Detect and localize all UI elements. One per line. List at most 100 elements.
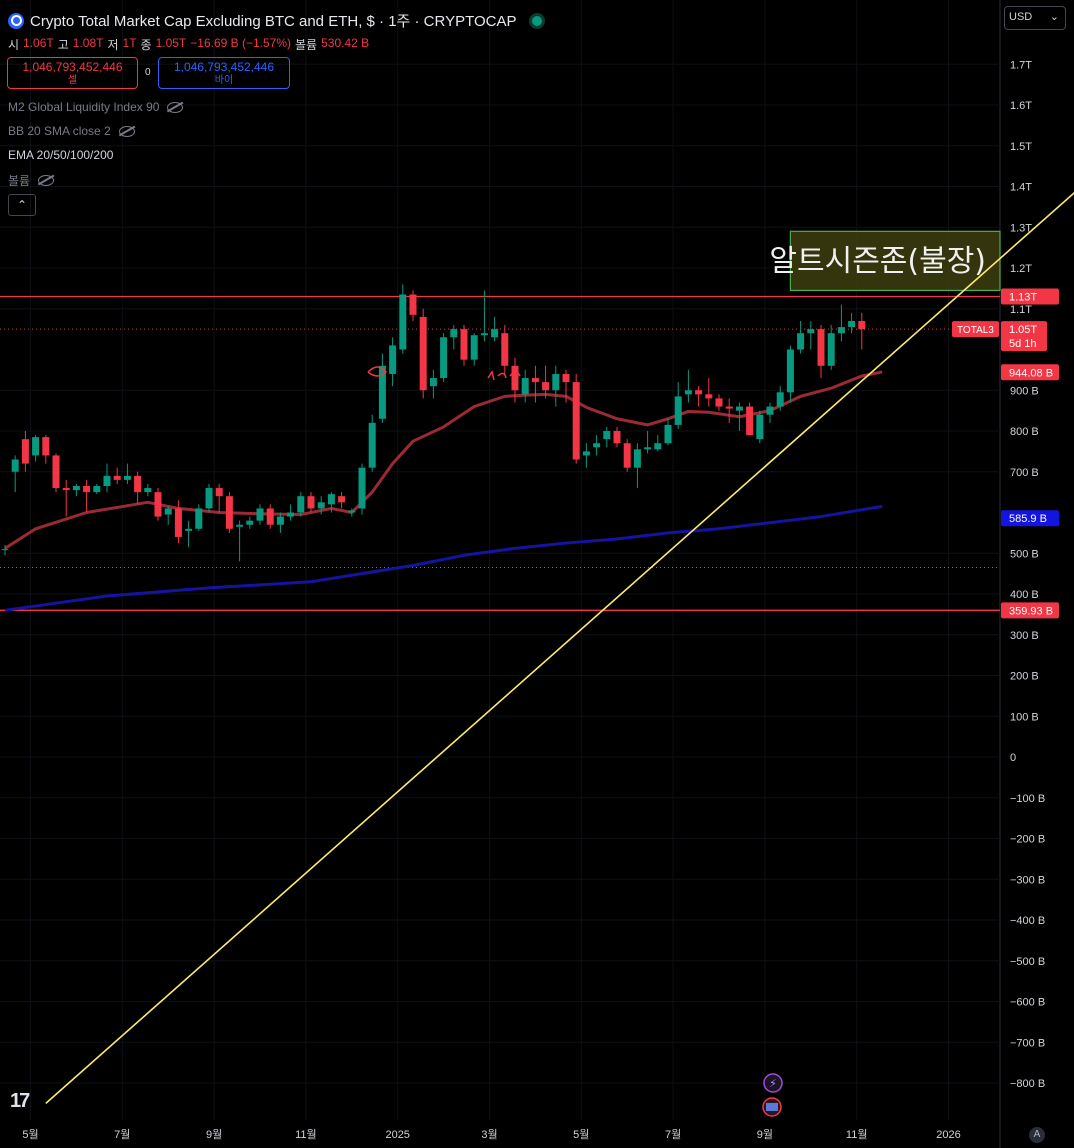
- candle-body: [633, 449, 641, 468]
- candle-body: [307, 496, 315, 509]
- open-label: 시: [8, 38, 20, 52]
- candle-body: [735, 406, 743, 411]
- indicator-ema-label: EMA 20/50/100/200: [8, 148, 114, 162]
- candle-body: [797, 333, 805, 350]
- chart-title[interactable]: Crypto Total Market Cap Excluding BTC an…: [30, 13, 517, 30]
- current-price-label: 1.05T: [1009, 324, 1037, 336]
- grid: [0, 0, 1000, 1120]
- candle-body: [521, 378, 529, 395]
- candle-body: [399, 294, 407, 350]
- candle-body: [236, 524, 244, 527]
- x-tick-label: 5월: [573, 1128, 589, 1141]
- eye-hidden-icon[interactable]: [118, 125, 135, 137]
- collapse-legend-button[interactable]: ⌃: [8, 194, 36, 216]
- candle-body: [1, 549, 9, 551]
- low-value: 1T: [122, 36, 137, 50]
- y-tick-label: −600 B: [1010, 997, 1045, 1009]
- candle-body: [684, 390, 692, 395]
- candle-body: [715, 398, 723, 407]
- y-tick-label: 700 B: [1010, 467, 1039, 479]
- candle-body: [266, 508, 274, 525]
- candle-body: [531, 378, 539, 383]
- y-tick-label: −700 B: [1010, 1037, 1045, 1049]
- indicator-volume[interactable]: 볼륨: [8, 172, 55, 189]
- eye-hidden-icon[interactable]: [38, 175, 55, 186]
- candle-body: [582, 451, 590, 456]
- buy-label: 바이: [214, 75, 234, 86]
- candle-body: [174, 508, 182, 537]
- price-tag-label: 1.13T: [1009, 292, 1037, 304]
- tradingview-logo-icon[interactable]: 17: [10, 1090, 30, 1112]
- indicator-m2-label: M2 Global Liquidity Index 90: [8, 100, 160, 114]
- candle-body: [786, 349, 794, 393]
- x-tick-label: 2026: [936, 1129, 960, 1141]
- candle-body: [542, 382, 550, 391]
- candle-body: [593, 443, 601, 448]
- y-tick-label: 1.4T: [1010, 182, 1032, 194]
- candle-body: [613, 431, 621, 444]
- y-tick-label: −300 B: [1010, 874, 1045, 886]
- altseason-zone-label: 알트시즌존(불장): [769, 244, 986, 279]
- candle-body: [470, 335, 478, 360]
- candle-body: [429, 378, 437, 387]
- candle-body: [450, 329, 458, 338]
- candle-body: [338, 496, 346, 503]
- indicator-m2[interactable]: M2 Global Liquidity Index 90: [8, 100, 184, 114]
- y-tick-label: 900 B: [1010, 385, 1039, 397]
- currency-select[interactable]: USD ⌄: [1004, 6, 1066, 30]
- eye-hidden-icon[interactable]: [167, 101, 184, 113]
- candle-body: [480, 333, 488, 336]
- y-tick-label: −100 B: [1010, 793, 1045, 805]
- candle-body: [317, 502, 325, 509]
- candle-body: [72, 486, 80, 491]
- price-tag-box: [1001, 288, 1059, 305]
- candle-body: [225, 496, 233, 529]
- candle-body: [654, 443, 662, 450]
- candle-body: [807, 329, 815, 334]
- price-tag-box: [1001, 364, 1059, 381]
- candle-body: [776, 392, 784, 407]
- indicator-volume-label: 볼륨: [8, 174, 31, 188]
- market-status-icon[interactable]: [532, 15, 543, 26]
- candle-body: [572, 382, 580, 460]
- us-flag-glyph: [766, 1103, 778, 1111]
- indicator-ema[interactable]: EMA 20/50/100/200: [8, 148, 113, 162]
- symbol-tag-label: TOTAL3: [957, 325, 994, 336]
- trendline: [45, 191, 1074, 1104]
- y-tick-label: 1.5T: [1010, 141, 1032, 153]
- candle-body: [93, 486, 101, 493]
- sell-button[interactable]: 1,046,793,452,446 셀: [7, 57, 138, 89]
- close-label: 종: [140, 38, 152, 52]
- lightning-event-icon: [763, 1073, 783, 1093]
- candle-body: [276, 516, 284, 525]
- sell-label: 셀: [67, 75, 78, 86]
- candle-body: [705, 394, 713, 399]
- y-tick-label: −500 B: [1010, 956, 1045, 968]
- annotation-doodle: [367, 366, 388, 377]
- price-tag-label: 585.9 B: [1009, 513, 1047, 525]
- indicator-bb[interactable]: BB 20 SMA close 2: [8, 124, 135, 138]
- candle-body: [134, 475, 142, 493]
- y-axis-labels: 1.7T 1.6T 1.5T 1.4T 1.3T 1.2T 1.1T 900 B 800 B 70…: [1010, 59, 1045, 1090]
- altseason-zone: [789, 230, 1001, 292]
- y-tick-label: 0: [1010, 752, 1016, 764]
- candle-body: [42, 437, 50, 456]
- y-tick-label: −200 B: [1010, 834, 1045, 846]
- candle-body: [725, 406, 733, 409]
- candle-body: [674, 396, 682, 425]
- auto-scale-button[interactable]: A: [1029, 1127, 1045, 1143]
- symbol-header: Crypto Total Market Cap Excluding BTC an…: [8, 10, 543, 31]
- candle-body: [562, 373, 570, 383]
- candle-body: [62, 488, 70, 491]
- candle-body: [848, 320, 856, 328]
- candle-body: [327, 494, 335, 505]
- candle-body: [389, 345, 397, 374]
- chevron-up-icon: ⌃: [16, 198, 28, 212]
- countdown-label: 5d 1h: [1009, 338, 1037, 350]
- buy-button[interactable]: 1,046,793,452,446 바이: [158, 57, 290, 89]
- candle-body: [103, 475, 111, 487]
- candle-body: [623, 443, 631, 468]
- candle-body: [246, 520, 254, 525]
- candles: [1, 284, 866, 562]
